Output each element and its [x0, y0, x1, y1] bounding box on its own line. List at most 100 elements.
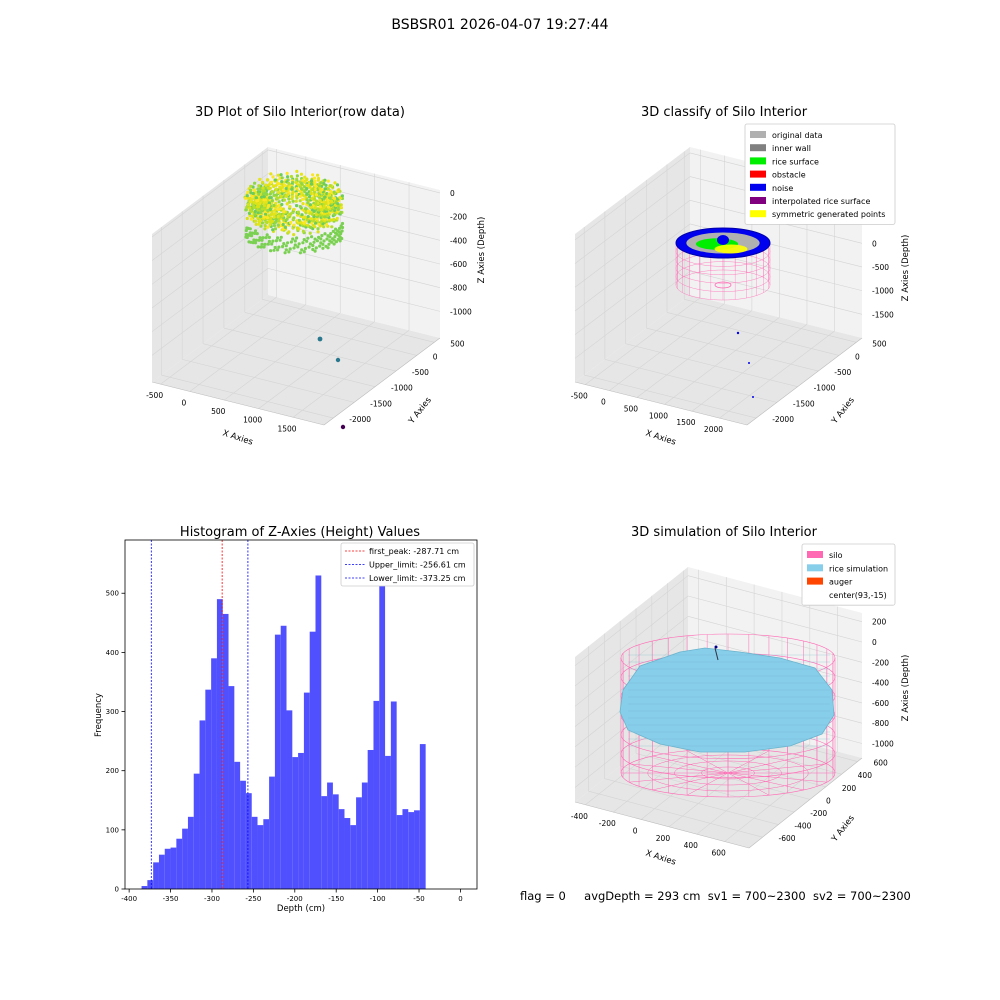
data-point: [298, 251, 302, 255]
legend-swatch: [750, 144, 766, 152]
data-point: [258, 219, 262, 223]
data-point: [262, 203, 267, 208]
data-point: [302, 238, 306, 242]
legend-label: rice surface: [772, 157, 819, 166]
tick-label: 0: [433, 352, 438, 361]
data-point: [326, 201, 330, 205]
data-point: [306, 215, 310, 219]
histogram-bar: [303, 692, 310, 889]
histogram-bar: [327, 782, 333, 889]
grid-line: [689, 271, 863, 315]
data-point: [330, 225, 334, 229]
histogram-bar: [321, 796, 328, 889]
grid-line: [719, 330, 835, 419]
data-point: [260, 199, 264, 203]
data-point: [285, 202, 289, 206]
axis-edge: [323, 337, 441, 426]
data-point: [297, 242, 301, 246]
data-point: [265, 233, 269, 237]
data-point: [318, 244, 322, 248]
data-point: [312, 209, 316, 213]
silo-wire: [701, 766, 755, 780]
data-point: [315, 239, 319, 243]
data-point: [281, 222, 285, 227]
data-point: [276, 190, 280, 194]
histogram-bar: [402, 809, 409, 889]
histogram-bar: [385, 755, 391, 889]
data-point: [287, 250, 291, 254]
data-point: [324, 244, 328, 248]
data-point: [314, 246, 318, 250]
data-point: [310, 197, 314, 201]
data-point: [265, 220, 269, 225]
data-point: [295, 196, 299, 200]
data-point: [292, 223, 296, 227]
grid-line: [584, 374, 757, 419]
data-point: [258, 202, 262, 206]
histogram-bar: [361, 782, 368, 889]
data-point: [260, 221, 264, 225]
data-point: [258, 236, 262, 240]
tick-label: 0: [633, 826, 638, 835]
data-point: [292, 216, 296, 220]
tick-label: -800: [450, 284, 467, 293]
histogram-bar: [367, 749, 374, 889]
data-point: [276, 173, 280, 177]
data-point: [293, 239, 297, 243]
x-tick-label: -100: [370, 895, 386, 903]
tick-label: -1500: [793, 399, 815, 408]
data-point: [256, 216, 260, 220]
panel-histogram: -400 -350 -300 -250 -200 -150 -100 -50 0 0 100 200 3…: [94, 539, 478, 914]
data-point: [306, 236, 310, 240]
data-point: [273, 221, 277, 225]
data-point: [269, 220, 274, 224]
legend-label: Lower_limit: -373.25 cm: [369, 574, 466, 583]
data-point: [311, 187, 315, 191]
data-point: [268, 192, 272, 196]
legend-swatch: [750, 170, 766, 178]
data-point: [252, 238, 256, 242]
tick-label: 1500: [277, 424, 296, 433]
data-point: [279, 235, 283, 239]
data-point: [327, 192, 331, 196]
data-point: [293, 243, 297, 247]
data-point: [247, 240, 251, 244]
data-point: [295, 226, 300, 230]
data-point: [323, 187, 327, 191]
data-point: [285, 217, 289, 221]
tick-label: -1000: [872, 287, 894, 296]
data-point: [249, 184, 253, 188]
axis-edge: [574, 381, 748, 426]
histogram-bar: [350, 825, 357, 889]
data-point: [269, 172, 273, 176]
data-point: [312, 176, 317, 180]
data-point: [263, 191, 267, 195]
data-point: [336, 202, 340, 206]
data-point: [313, 225, 317, 229]
grid-line: [574, 223, 691, 312]
data-point: [253, 241, 258, 245]
data-point: [319, 181, 323, 185]
data-point: [257, 222, 261, 226]
histogram-bar: [234, 761, 241, 889]
data-point: [256, 187, 260, 191]
grid-line: [160, 296, 277, 385]
data-point: [267, 201, 271, 205]
data-point: [313, 206, 317, 210]
data-point: [276, 214, 280, 219]
data-point: [244, 232, 248, 237]
data-point: [284, 244, 288, 248]
x-axis-label: X Axies: [644, 848, 677, 867]
data-point: [280, 182, 284, 186]
data-point: [263, 227, 267, 231]
grid-line: [151, 149, 269, 238]
z-axis-label: Z Axies (Depth): [901, 655, 911, 722]
data-point: [281, 244, 285, 249]
histogram-bar: [193, 773, 200, 889]
histogram-bar: [211, 658, 217, 889]
tick-label: 500: [624, 404, 639, 413]
data-point: [287, 230, 291, 234]
data-point: [270, 199, 274, 203]
data-point: [312, 240, 316, 244]
data-point: [262, 245, 266, 249]
